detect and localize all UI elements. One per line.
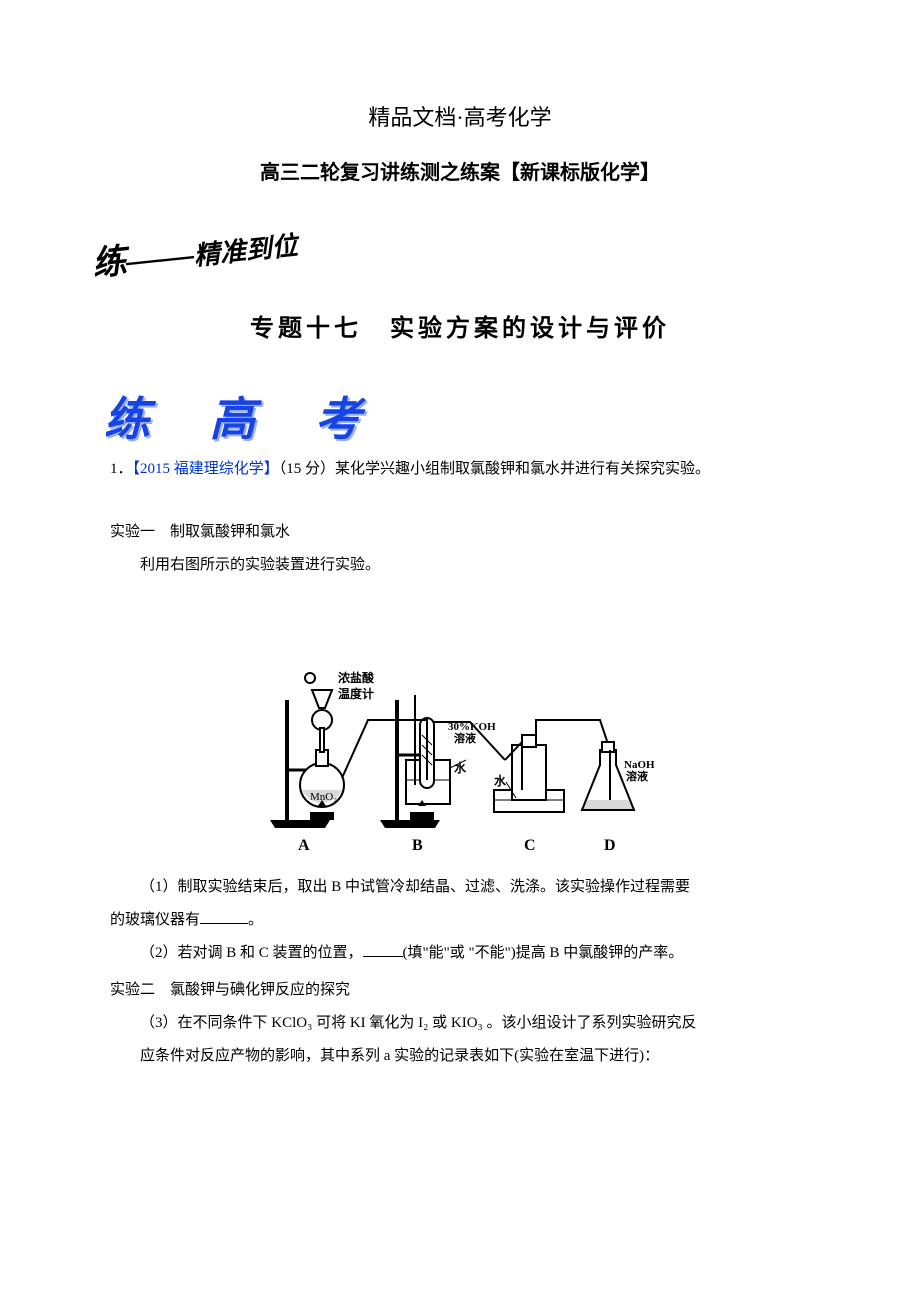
question-score: （15 分） — [279, 461, 335, 477]
svg-text:溶液: 溶液 — [626, 769, 649, 783]
label-thermo: 温度计 — [338, 686, 374, 701]
page-root: 精品文档·高考化学 高三二轮复习讲练测之练案【新课标版化学】 练——精准到位 专… — [0, 0, 920, 1302]
question-1: 1．【2015 福建理综化学】（15 分）某化学兴趣小组制取氯酸钾和氯水并进行有… — [110, 453, 810, 486]
sub-question-1: （1）制取实验结束后，取出 B 中试管冷却结晶、过滤、洗涤。该实验操作过程需要 — [110, 871, 810, 904]
doc-title: 精品文档·高考化学 — [110, 100, 810, 132]
q2-prefix: （2）若对调 B 和 C 装置的位置， — [140, 945, 363, 961]
cursive-tag-prefix: 练—— — [90, 236, 195, 283]
sub-question-3-line2: 应条件对反应产物的影响，其中系列 a 实验的记录表如下(实验在室温下进行)： — [110, 1040, 810, 1073]
label-mno2: MnO₂ — [310, 791, 337, 803]
svg-text:30%KOH: 30%KOH — [448, 721, 496, 733]
station-b: 30%KOH 溶液 水 — [380, 695, 505, 828]
question-number: 1． — [110, 461, 133, 477]
blank-2 — [363, 956, 403, 957]
apparatus-svg: MnO₂ 浓盐酸 温度计 — [250, 600, 670, 860]
station-d-label: D — [604, 837, 616, 854]
sub-question-2: （2）若对调 B 和 C 装置的位置， (填"能"或 "不能")提高 B 中氯酸钾… — [110, 937, 810, 970]
station-a: MnO₂ 浓盐酸 温度计 — [270, 670, 410, 828]
apparatus-diagram: MnO₂ 浓盐酸 温度计 — [110, 600, 810, 865]
question-source-link: 【2015 福建理综化学】 — [133, 461, 279, 477]
q1-prefix: （1）制取实验结束后，取出 B 中试管冷却结晶、过滤、洗涤。该实验操作过程需要 — [140, 879, 690, 895]
cursive-tag-suffix: 精准到位 — [193, 231, 299, 271]
station-a-label: A — [298, 837, 310, 854]
experiment-1-intro: 利用右图所示的实验装置进行实验。 — [110, 549, 810, 582]
experiment-1-title: 实验一 制取氯酸钾和氯水 — [110, 516, 810, 549]
station-b-label: B — [412, 837, 423, 854]
sub-question-3-line1: （3）在不同条件下 KClO₃ 可将 KI 氧化为 I₂ 或 KIO₃ 。该小组… — [110, 1007, 810, 1040]
svg-text:NaOH: NaOH — [624, 759, 655, 771]
label-hcl: 浓盐酸 — [338, 670, 375, 685]
question-stem: 某化学兴趣小组制取氯酸钾和氯水并进行有关探究实验。 — [335, 461, 710, 477]
label-water2: 水 — [494, 773, 507, 788]
sub-question-1b: 的玻璃仪器有 。 — [110, 904, 810, 937]
q1-suffix: 的玻璃仪器有 — [110, 912, 200, 928]
q1-end: 。 — [248, 912, 263, 928]
experiment-2-title: 实验二 氯酸钾与碘化钾反应的探究 — [110, 974, 810, 1007]
banner: 练 高 考 — [104, 383, 810, 449]
svg-text:溶液: 溶液 — [454, 731, 477, 745]
topic-title: 专题十七 实验方案的设计与评价 — [110, 308, 810, 343]
station-c-label: C — [524, 837, 536, 854]
blank-1 — [200, 923, 248, 924]
q2-mid: (填"能"或 "不能")提高 B 中氯酸钾的产率。 — [403, 945, 684, 961]
station-d: NaOH 溶液 — [582, 742, 655, 810]
